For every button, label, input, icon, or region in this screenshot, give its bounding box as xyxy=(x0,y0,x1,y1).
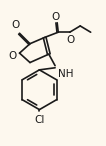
Text: O: O xyxy=(11,20,20,30)
Text: O: O xyxy=(8,51,16,61)
Text: O: O xyxy=(67,35,75,45)
Text: Cl: Cl xyxy=(34,115,45,125)
Text: O: O xyxy=(51,12,59,22)
Text: NH: NH xyxy=(58,69,74,79)
